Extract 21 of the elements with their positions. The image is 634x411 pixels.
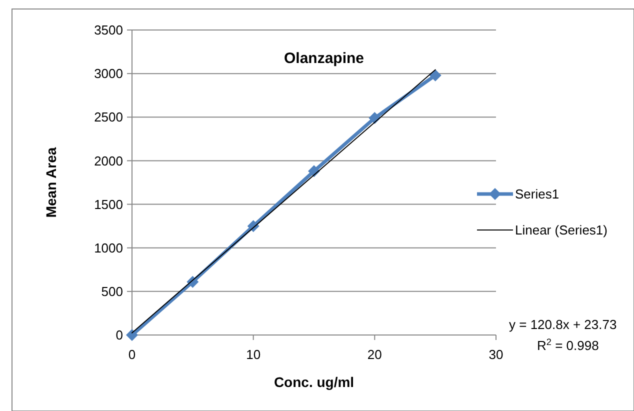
y-tick-label: 3500 — [94, 22, 123, 38]
x-tick-label: 10 — [246, 347, 261, 362]
text: R$^{2}$ = 0.998 — [537, 337, 599, 353]
point — [429, 69, 442, 82]
text: Olanzapine — [284, 50, 364, 67]
y-tick-label: 3000 — [94, 66, 123, 82]
y-tick-label: 0 — [116, 328, 123, 343]
y-tick-label: 1500 — [94, 196, 123, 212]
x-axis-title: Conc. ug/ml — [274, 374, 354, 390]
x-tick-label: 30 — [488, 347, 504, 362]
y-tick-label: 500 — [101, 284, 123, 299]
x-tick-label: 0 — [128, 347, 136, 362]
y-axis-title: Mean Area — [43, 147, 59, 218]
legend-label: Linear (Series1) — [515, 222, 608, 238]
y-tick-label: 1000 — [94, 240, 123, 256]
text: y = 120.8x + 23.73 — [509, 317, 617, 332]
point — [126, 329, 138, 341]
legend-label: Series1 — [515, 186, 560, 202]
y-tick-label: 2000 — [94, 153, 123, 168]
x-tick-label: 20 — [367, 347, 382, 362]
y-tick-label: 2500 — [94, 110, 123, 125]
